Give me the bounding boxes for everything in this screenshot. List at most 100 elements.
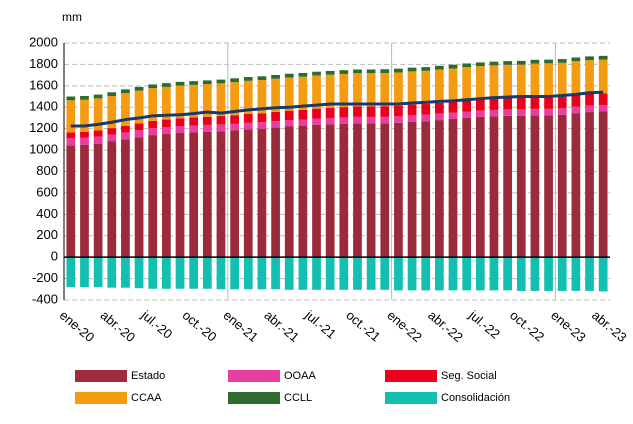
bar-segment xyxy=(435,65,444,70)
bar-segment xyxy=(189,125,199,133)
y-axis-label: mm xyxy=(62,10,82,24)
bar-segment xyxy=(284,110,294,121)
bar-segment xyxy=(257,80,267,114)
bar-segment xyxy=(516,109,526,116)
bar-segment xyxy=(257,257,267,290)
bar-segment xyxy=(66,100,76,133)
y-tick-label: 0 xyxy=(51,249,58,264)
bar-segment xyxy=(312,71,321,76)
bar-segment xyxy=(394,72,403,106)
bar-segment xyxy=(325,257,335,290)
bar-segment xyxy=(585,93,594,106)
bar-segment xyxy=(107,257,117,288)
bar-segment xyxy=(503,64,512,99)
bar-segment xyxy=(148,84,158,89)
bar-segment xyxy=(80,137,89,145)
bar-segment xyxy=(571,94,581,107)
bar-segment xyxy=(353,257,362,290)
bar-segment xyxy=(298,76,308,110)
bar-segment xyxy=(353,116,362,124)
bar-segment xyxy=(189,132,199,258)
bar-segment xyxy=(435,120,444,258)
bar-segment xyxy=(448,112,458,120)
bar-segment xyxy=(448,101,458,113)
bar-segment xyxy=(475,66,485,100)
bar-segment xyxy=(407,257,417,291)
y-tick-label: 1000 xyxy=(29,142,58,157)
bar-segment xyxy=(544,63,553,98)
bar-segment xyxy=(394,257,403,291)
bar-segment xyxy=(503,257,512,291)
y-tick-label: 800 xyxy=(36,163,58,178)
x-tick-label: jul.-22 xyxy=(465,307,503,342)
bar-segment xyxy=(202,116,212,125)
legend-label: Estado xyxy=(131,370,165,382)
bar-segment xyxy=(284,257,294,290)
x-tick-label: abr.-20 xyxy=(98,307,139,345)
bar-segment xyxy=(475,110,485,117)
bar-segment xyxy=(421,121,431,258)
bar-segment xyxy=(544,97,553,109)
bar-segment xyxy=(93,98,103,131)
legend-label: Seg. Social xyxy=(441,370,497,382)
bar-segment xyxy=(516,257,526,291)
bar-segment xyxy=(134,257,144,289)
bar-segment xyxy=(421,70,431,105)
bar-segment xyxy=(80,144,89,258)
x-tick-label: jul.-21 xyxy=(302,307,340,342)
bar-segment xyxy=(93,257,103,288)
bar-segment xyxy=(148,88,158,121)
bar-segment xyxy=(503,98,512,110)
bar-segment xyxy=(80,257,89,288)
bar-segment xyxy=(475,99,485,111)
bar-segment xyxy=(366,106,376,117)
bar-segment xyxy=(421,257,431,291)
bar-segment xyxy=(598,105,608,112)
bar-segment xyxy=(80,131,89,138)
bar-segment xyxy=(598,257,608,292)
bar-segment xyxy=(243,129,253,258)
bar-segment xyxy=(366,257,376,290)
bar-segment xyxy=(585,56,594,61)
bar-segment xyxy=(530,97,540,109)
bar-segment xyxy=(189,84,199,118)
bar-segment xyxy=(230,130,239,258)
bar-segment xyxy=(148,135,158,258)
bar-segment xyxy=(175,81,185,86)
bar-segment xyxy=(353,123,362,258)
bar-segment xyxy=(202,124,212,132)
legend-swatch xyxy=(228,392,280,404)
bar-segment xyxy=(353,69,362,74)
bar-segment xyxy=(530,257,540,291)
bar-segment xyxy=(121,132,130,140)
bar-segment xyxy=(475,257,485,291)
bar-segment xyxy=(571,113,581,258)
bar-segment xyxy=(557,59,567,63)
bar-segment xyxy=(516,97,526,110)
bar-segment xyxy=(230,257,239,290)
bar-segment xyxy=(557,62,567,97)
bar-segment xyxy=(189,257,199,289)
line-series xyxy=(70,90,604,128)
bar-segment xyxy=(407,71,417,105)
bar-segment xyxy=(66,257,76,288)
bar-segment xyxy=(544,108,553,116)
bar-segment xyxy=(325,74,335,108)
bar-segment xyxy=(462,257,472,291)
bar-segment xyxy=(366,73,376,107)
bar-segment xyxy=(462,111,472,118)
bar-segment xyxy=(475,116,485,258)
bar-segment xyxy=(162,257,171,289)
bar-segment xyxy=(189,81,199,85)
bar-segment xyxy=(407,115,417,122)
bar-segment xyxy=(93,94,103,99)
bar-segment xyxy=(489,98,499,110)
bar-segment xyxy=(216,124,226,132)
bar-segment xyxy=(462,100,472,112)
bar-segment xyxy=(148,128,158,136)
bar-segment xyxy=(394,105,403,117)
bar-segment xyxy=(530,108,540,116)
bar-segment xyxy=(366,69,376,74)
legend-swatch xyxy=(75,392,127,404)
bar-segment xyxy=(202,257,212,289)
